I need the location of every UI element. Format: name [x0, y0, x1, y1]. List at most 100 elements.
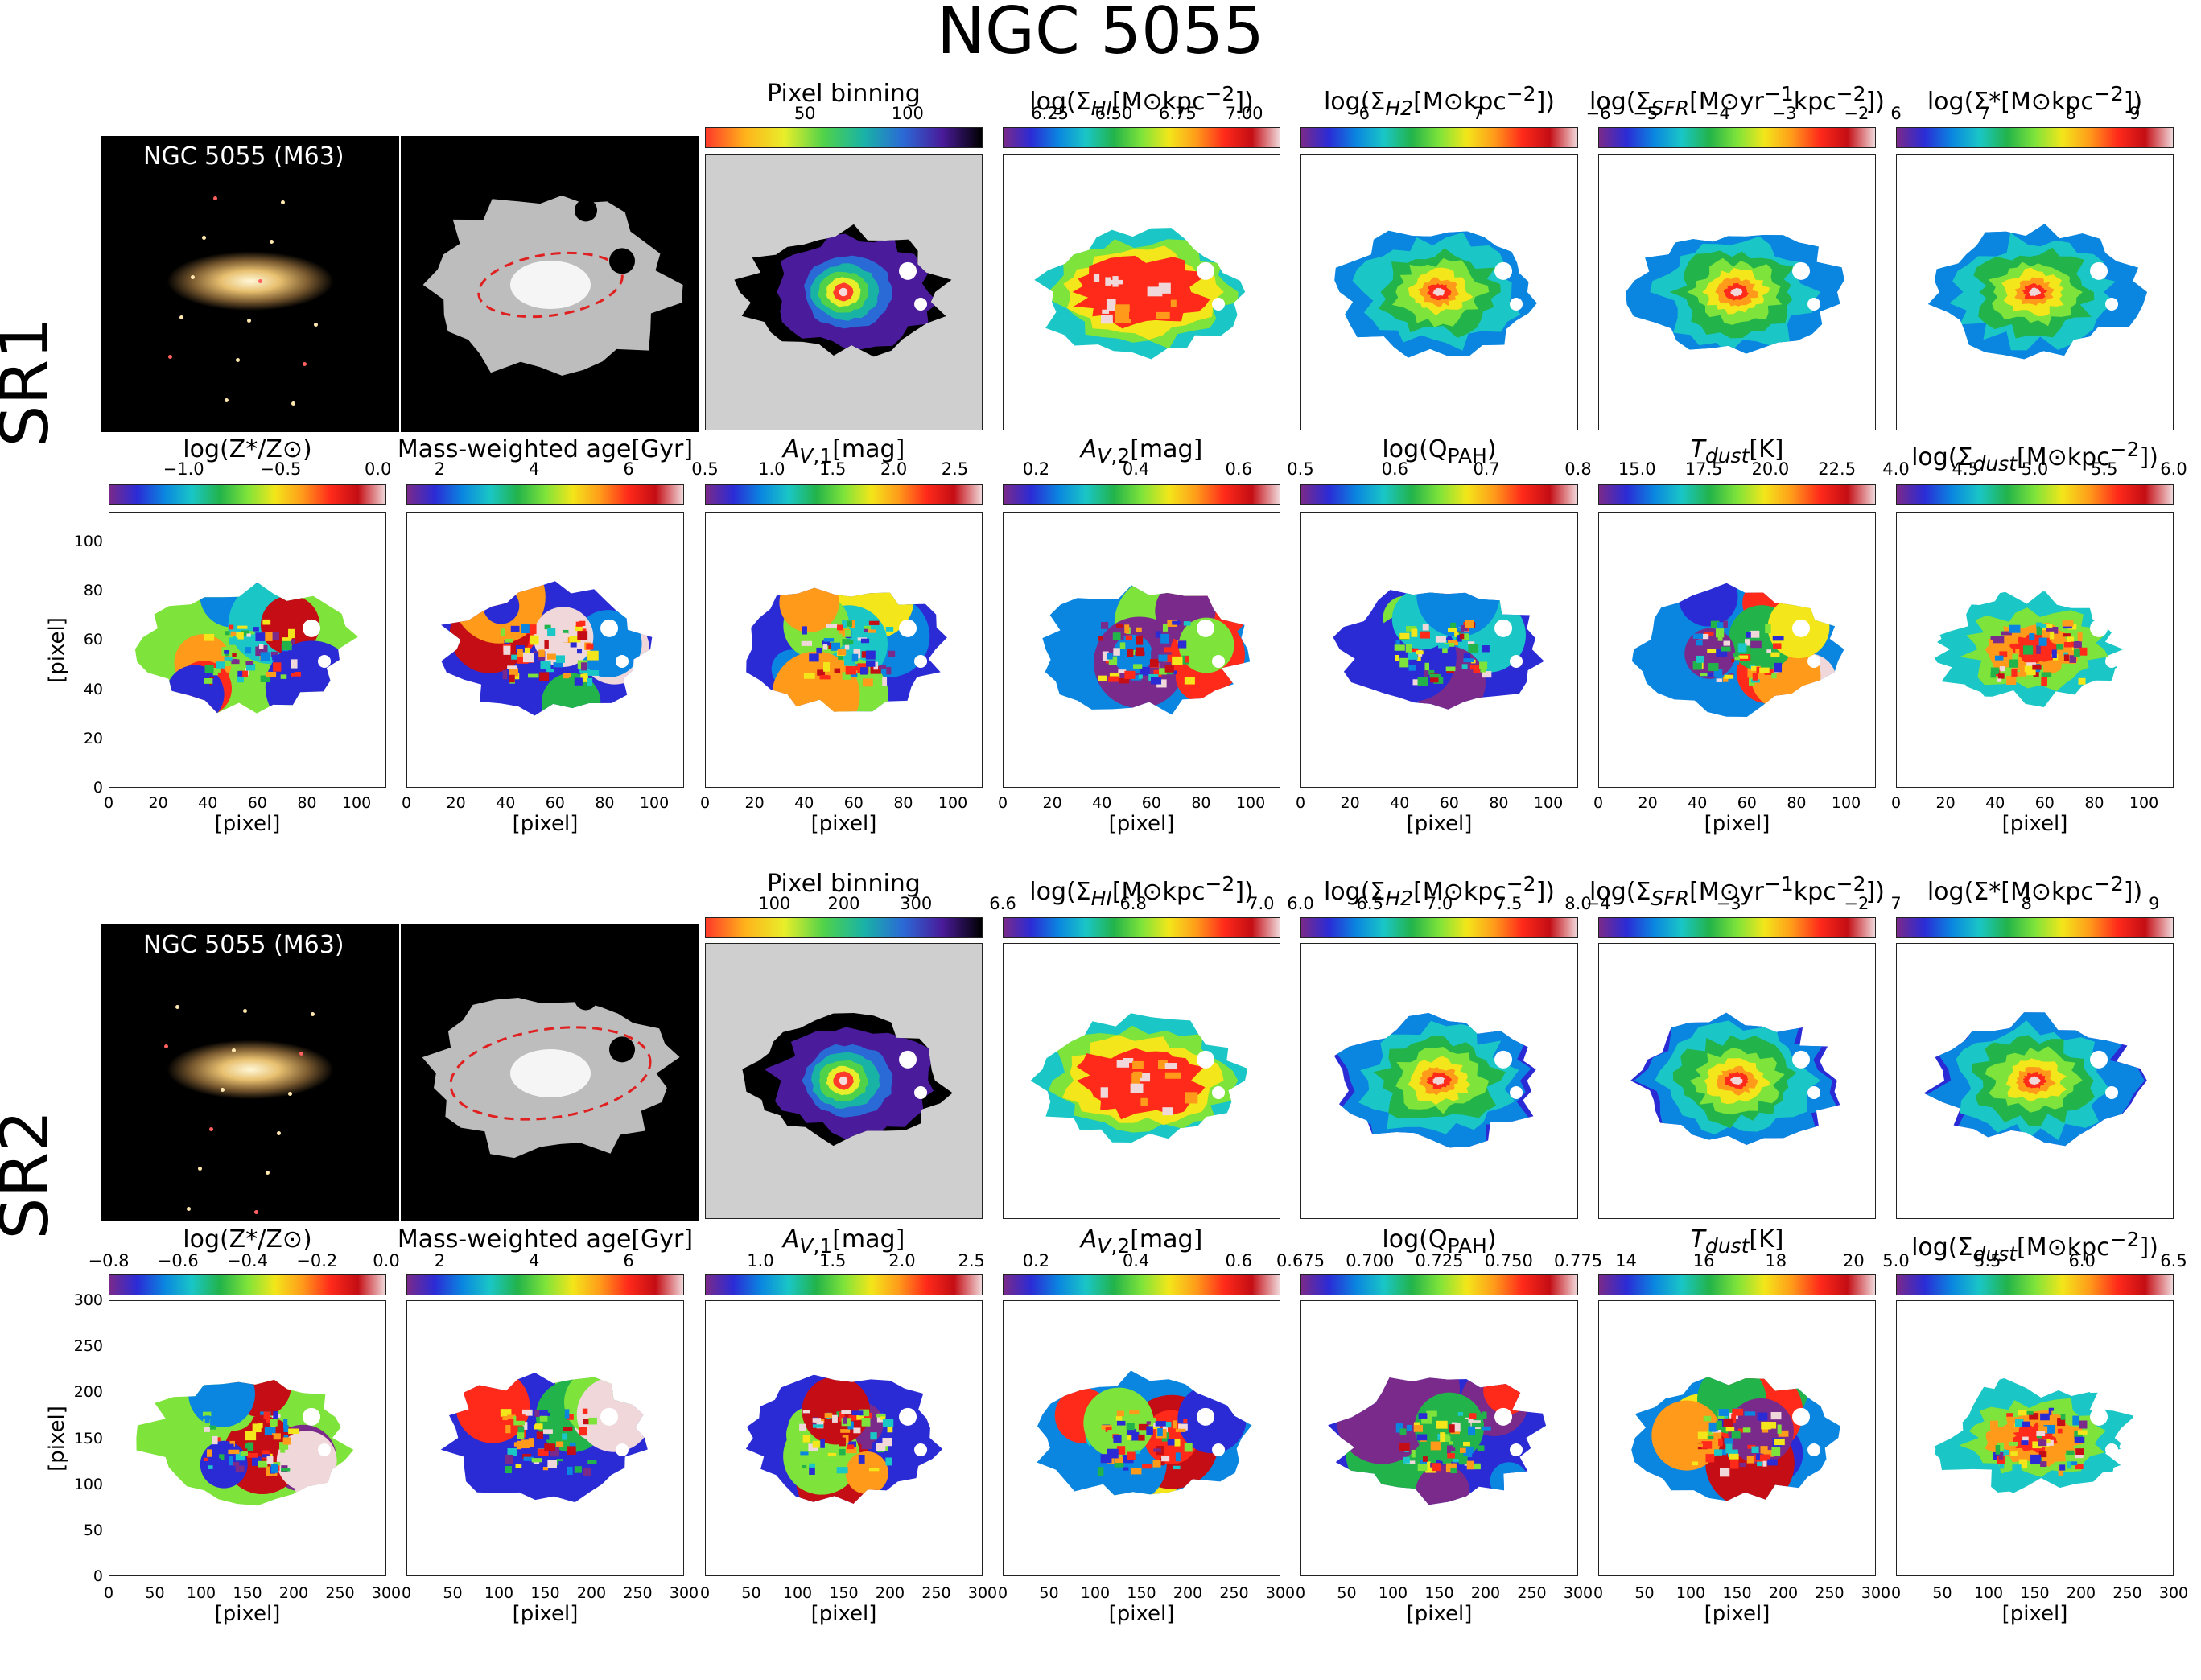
- map-noise-pixel: [283, 667, 295, 673]
- bottom-map-svg: [1631, 583, 1844, 717]
- map-noise-pixel: [1703, 1415, 1712, 1422]
- map-noise-pixel: [1463, 1441, 1470, 1447]
- top-colorbar-tick: 6.5: [1356, 894, 1383, 913]
- bottom-colorbar-tick: 2.5: [941, 459, 969, 479]
- bottom-colorbar-tick: 5.0: [2021, 459, 2049, 479]
- map-patch: [1105, 277, 1111, 286]
- map-noise-pixel: [1761, 1421, 1771, 1430]
- bottom-colorbar-title: Tdust[K]: [1690, 1225, 1784, 1258]
- bottom-colorbar-tick: 0.5: [1287, 459, 1314, 479]
- map-noise-pixel: [814, 1460, 824, 1469]
- map-noise-pixel: [521, 1439, 530, 1449]
- map-noise-pixel: [574, 1466, 582, 1473]
- top-colorbar-tick: 6.8: [1119, 894, 1147, 913]
- map-noise-pixel: [2010, 1451, 2018, 1456]
- map-clip-group: [440, 1373, 648, 1503]
- masked-star: [616, 1443, 629, 1456]
- map-noise-pixel: [252, 1423, 262, 1433]
- map-patch: [1164, 1063, 1177, 1069]
- bottom-map-svg: [745, 1374, 943, 1504]
- map-noise-pixel: [1105, 1427, 1112, 1432]
- map-noise-pixel: [1424, 670, 1429, 680]
- map-noise-pixel: [1394, 644, 1405, 651]
- map-patch: [1157, 1060, 1168, 1069]
- map-noise-pixel: [831, 642, 841, 651]
- map-segment: [1678, 583, 1738, 627]
- map-noise-pixel: [229, 1440, 236, 1447]
- map-noise-pixel: [1108, 676, 1120, 682]
- map-noise-pixel: [1990, 1420, 1998, 1430]
- map-noise-pixel: [1413, 1422, 1420, 1426]
- map-noise-pixel: [2067, 624, 2077, 630]
- map-noise-pixel: [882, 1419, 894, 1427]
- map-noise-pixel: [2036, 626, 2042, 636]
- map-noise-pixel: [2056, 644, 2064, 650]
- map-patch: [1132, 1060, 1144, 1069]
- map-noise-pixel: [1164, 650, 1172, 655]
- map-noise-pixel: [1114, 1463, 1124, 1468]
- map-noise-pixel: [842, 672, 851, 680]
- top-map-panel: [1300, 154, 1578, 430]
- map-noise-pixel: [2063, 652, 2068, 657]
- map-noise-pixel: [1482, 1411, 1487, 1419]
- x-tick-label: 20: [148, 794, 168, 812]
- masked-star: [899, 619, 917, 637]
- map-noise-pixel: [245, 661, 254, 665]
- map-noise-pixel: [1759, 1454, 1770, 1461]
- bottom-colorbar-tick: 5.0: [1882, 1251, 1910, 1270]
- map-noise-pixel: [848, 1414, 860, 1421]
- map-noise-pixel: [876, 1413, 884, 1423]
- bottom-colorbar-title: log(Σdust[M⊙kpc−2]): [1911, 1228, 2158, 1266]
- map-patch: [1162, 1107, 1173, 1116]
- map-clip-group: [1334, 230, 1537, 358]
- map-noise-pixel: [1717, 634, 1723, 641]
- x-tick-label: 50: [1634, 1584, 1655, 1602]
- map-noise-pixel: [2022, 1421, 2030, 1427]
- top-colorbar-tick: 6.0: [1287, 894, 1314, 913]
- map-noise-pixel: [587, 650, 599, 661]
- masked-star: [2105, 1443, 2119, 1456]
- bottom-map-panel: [1598, 512, 1876, 788]
- map-noise-pixel: [822, 644, 828, 650]
- map-noise-pixel: [1703, 1435, 1714, 1440]
- map-noise-pixel: [1406, 1424, 1412, 1431]
- map-noise-pixel: [505, 1466, 512, 1474]
- map-noise-pixel: [2067, 636, 2075, 644]
- map-noise-pixel: [281, 1468, 291, 1472]
- map-noise-pixel: [2012, 653, 2018, 664]
- map-noise-pixel: [2079, 1420, 2088, 1429]
- map-noise-pixel: [260, 652, 270, 661]
- y-tick-label: 150: [73, 1429, 103, 1447]
- map-noise-pixel: [203, 1457, 209, 1461]
- map-noise-pixel: [563, 629, 569, 634]
- map-noise-pixel: [1747, 1444, 1756, 1449]
- map-noise-pixel: [579, 620, 586, 626]
- x-tick-label: 250: [623, 1584, 653, 1602]
- x-tick-label: 100: [1235, 794, 1266, 812]
- map-noise-pixel: [1747, 668, 1757, 678]
- map-noise-pixel: [1116, 1410, 1124, 1417]
- bottom-colorbar: [705, 484, 983, 505]
- y-axis-label: [pixel]: [44, 1405, 69, 1472]
- masked-star: [1807, 297, 1821, 311]
- masked-star: [1494, 1407, 1513, 1426]
- bottom-colorbar-tick: 0.6: [1225, 1251, 1252, 1270]
- map-noise-pixel: [517, 649, 523, 657]
- top-map-panel: [1896, 943, 2174, 1219]
- map-noise-pixel: [838, 653, 843, 661]
- bottom-colorbar-tick: 6.5: [2160, 1251, 2187, 1270]
- map-noise-pixel: [1742, 1427, 1751, 1433]
- y-tick-label: 0: [93, 779, 103, 797]
- x-tick-label: 40: [1688, 794, 1708, 812]
- map-noise-pixel: [812, 1440, 820, 1448]
- map-noise-pixel: [1405, 1460, 1416, 1465]
- x-tick-label: 0: [1295, 794, 1306, 812]
- map-noise-pixel: [1119, 642, 1126, 649]
- map-noise-pixel: [1723, 1418, 1733, 1427]
- map-noise-pixel: [1732, 1408, 1744, 1416]
- map-noise-pixel: [1116, 624, 1123, 628]
- map-noise-pixel: [845, 665, 856, 675]
- map-noise-pixel: [2006, 1413, 2013, 1417]
- map-noise-pixel: [1997, 678, 2002, 682]
- star-dot: [190, 275, 195, 280]
